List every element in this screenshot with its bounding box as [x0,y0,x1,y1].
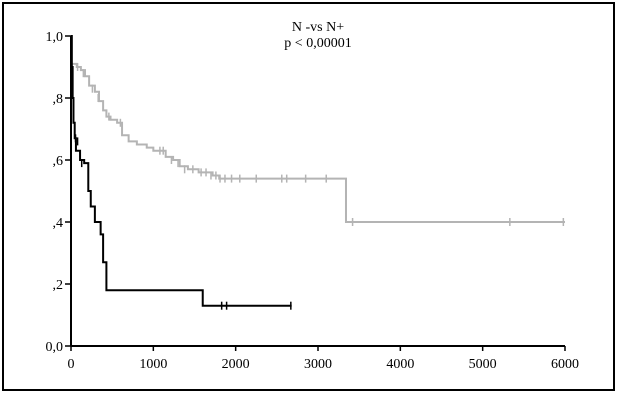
survival-chart: 0 1000 2000 3000 4000 5000 6000 0,0 ,2 ,4 ,6 ,8 1,0… [46,20,580,372]
x-tick-label: 2000 [222,357,250,372]
series-line-0 [71,62,565,223]
y-tick-label: ,8 [53,92,64,107]
y-tick-label: ,6 [53,154,64,169]
y-tick-label: ,2 [53,278,64,293]
axes [70,36,565,347]
comparison-annotation: N -vs N+ [292,20,344,35]
y-tick-label: 0,0 [46,340,64,355]
chart-frame: 0 1000 2000 3000 4000 5000 6000 0,0 ,2 ,4 ,6 ,8 1,0… [2,2,615,391]
x-tick-label: 4000 [386,357,414,372]
series-line-1 [70,35,292,307]
p-value-annotation: p < 0,00001 [284,36,351,51]
y-ticks: 0,0 ,2 ,4 ,6 ,8 1,0 [46,30,71,355]
x-tick-label: 1000 [139,357,167,372]
x-tick-label: 6000 [551,357,579,372]
x-ticks: 0 1000 2000 3000 4000 5000 6000 [68,346,579,372]
y-tick-label: 1,0 [46,30,64,45]
x-tick-label: 0 [68,357,75,372]
series-layer [70,35,565,310]
y-tick-label: ,4 [53,216,64,231]
x-tick-label: 3000 [304,357,332,372]
x-tick-label: 5000 [469,357,497,372]
